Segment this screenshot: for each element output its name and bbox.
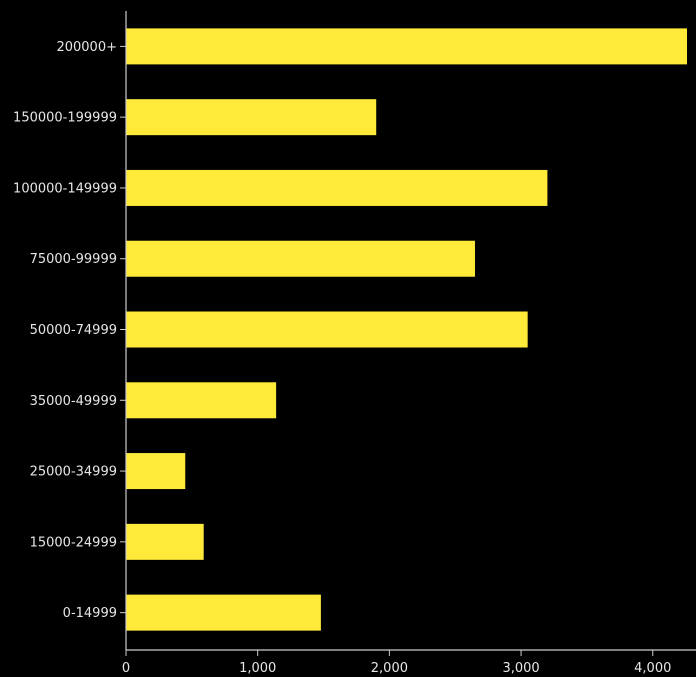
y-tick-label: 35000-49999 (30, 394, 117, 409)
y-tick-label: 50000-74999 (30, 323, 117, 338)
x-tick-label: 1,000 (239, 661, 276, 676)
bar-100000-149999 (126, 169, 548, 206)
bars-group (126, 28, 687, 631)
bar-200000+ (126, 28, 687, 65)
x-tick-label: 2,000 (371, 661, 408, 676)
y-axis: 200000+ 150000-199999 100000-149999 75000-9… (13, 11, 127, 650)
bar-25000-34999 (126, 453, 186, 490)
y-tick-label: 100000-149999 (13, 181, 117, 196)
y-tick-label: 0-14999 (63, 606, 117, 621)
bar-0-14999 (126, 594, 321, 631)
y-tick-label: 75000-99999 (30, 252, 117, 267)
bar-15000-24999 (126, 523, 204, 560)
x-axis: 0 1,000 2,000 3,000 4,000 (122, 649, 696, 676)
x-tick-label: 4,000 (634, 661, 671, 676)
y-tick-label: 200000+ (56, 40, 117, 55)
bar-150000-199999 (126, 99, 377, 136)
y-tick-label: 25000-34999 (30, 465, 117, 480)
y-tick-label: 150000-199999 (13, 111, 117, 126)
y-tick-label: 15000-24999 (30, 535, 117, 550)
bar-50000-74999 (126, 311, 528, 348)
bar-35000-49999 (126, 382, 277, 419)
x-tick-label: 3,000 (502, 661, 539, 676)
bar-75000-99999 (126, 240, 475, 277)
x-tick-label: 0 (122, 661, 130, 676)
